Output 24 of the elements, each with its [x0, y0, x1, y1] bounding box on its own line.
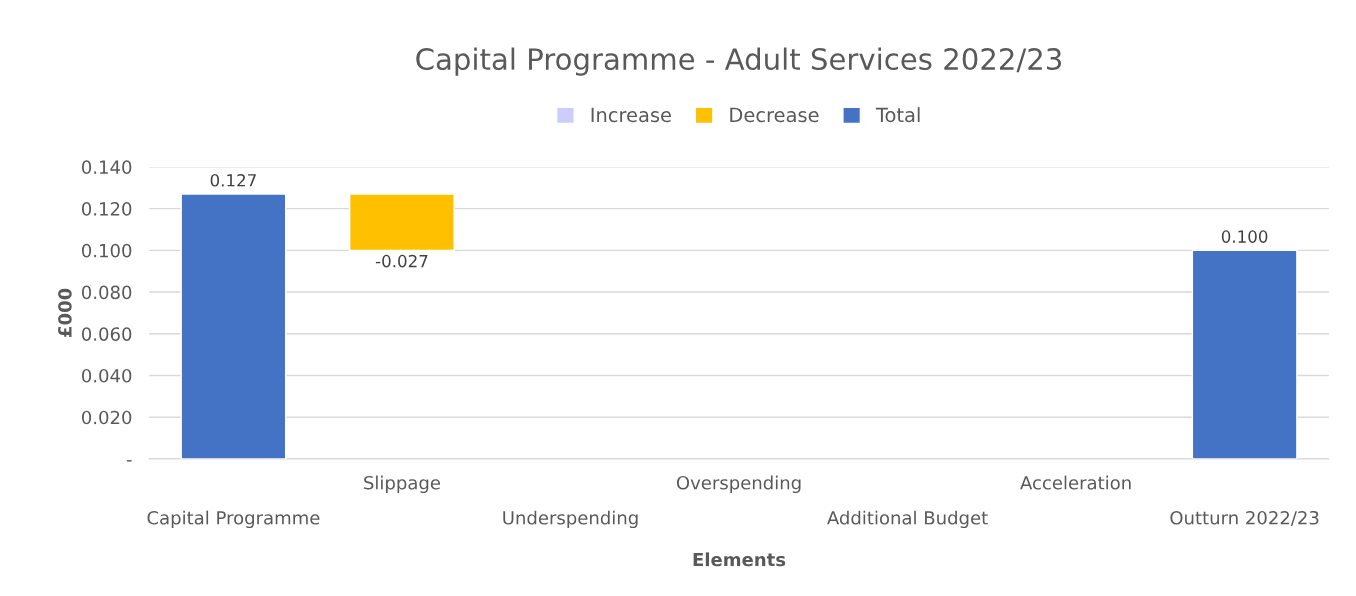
x-tick-label: Capital Programme	[147, 510, 320, 529]
x-tick-label: Acceleration	[1020, 475, 1131, 490]
y-tick-label: 0.060	[81, 327, 132, 341]
x-tick-label: Overspending	[676, 475, 801, 494]
x-tick-label: Outturn 2022/23	[1170, 510, 1319, 527]
chart-title: Capital Programme - Adult Services 2022/23	[416, 47, 1062, 76]
y-axis-title: £000	[58, 288, 72, 337]
x-tick-label: Slippage	[364, 475, 441, 494]
legend-label: Decrease	[730, 107, 819, 123]
y-tick-label: -	[126, 460, 132, 462]
y-tick-label: 0.120	[81, 202, 132, 216]
y-tick-label: 0.100	[81, 243, 132, 258]
y-tick-label: 0.140	[81, 160, 132, 174]
legend-label: Total	[875, 107, 920, 123]
data-label: 0.127	[210, 174, 256, 187]
y-tick-label: 0.020	[81, 410, 132, 425]
data-label: -0.027	[375, 254, 428, 268]
legend-label: Increase	[591, 107, 671, 123]
x-axis-title: Elements	[693, 552, 786, 567]
x-tick-label: Additional Budget	[827, 510, 988, 529]
y-tick-label: 0.040	[81, 368, 132, 383]
y-tick-label: 0.080	[81, 285, 132, 300]
data-label: 0.100	[1221, 230, 1268, 243]
x-tick-label: Underspending	[503, 510, 638, 529]
